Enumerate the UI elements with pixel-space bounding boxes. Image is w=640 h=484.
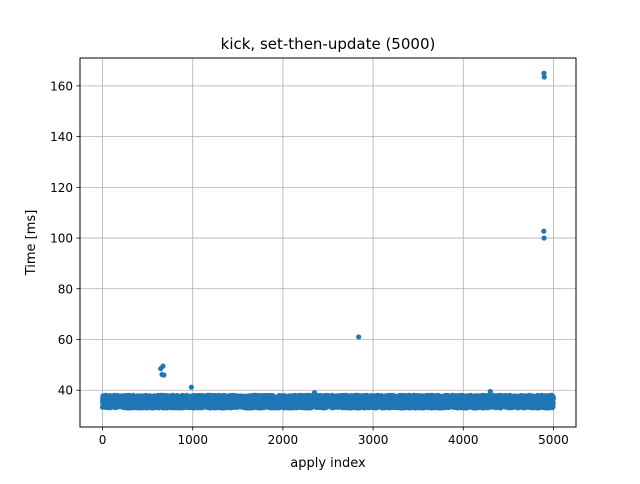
scatter-chart: 010002000300040005000406080100120140160 … xyxy=(0,0,640,480)
chart-figure: 010002000300040005000406080100120140160 … xyxy=(0,0,640,480)
